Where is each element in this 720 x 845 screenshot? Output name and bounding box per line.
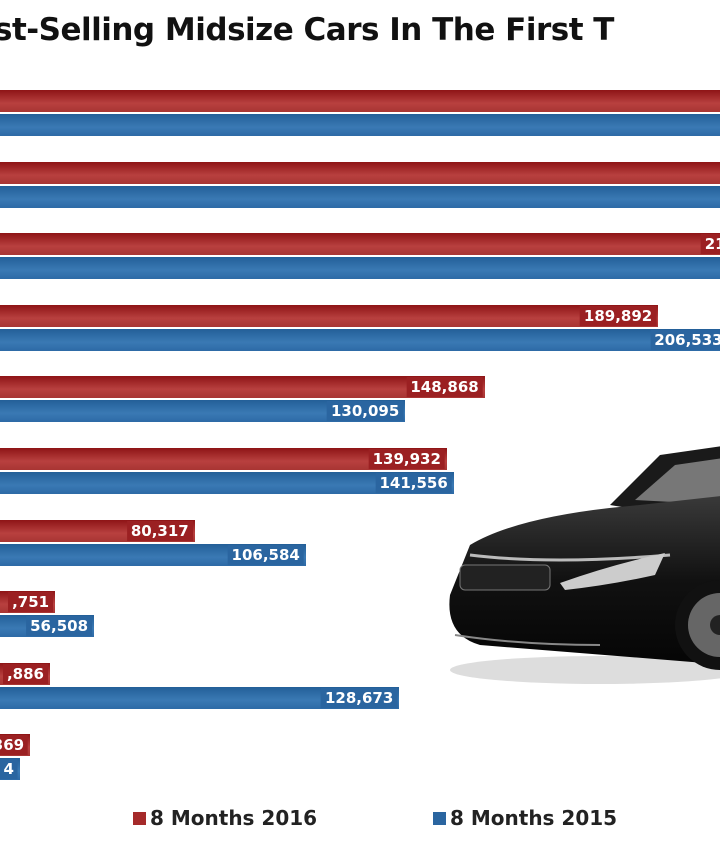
bar-blue-3 — [0, 257, 720, 280]
data-label: 80,317 — [126, 520, 193, 541]
data-label: 130,095 — [326, 401, 404, 422]
data-label: 141,556 — [375, 473, 452, 493]
data-label: ,751 — [8, 592, 54, 613]
bar-red-1 — [0, 90, 720, 112]
data-label: 139,932 — [368, 449, 445, 469]
data-label: 4 — [0, 759, 18, 780]
bar-red-4 — [0, 304, 659, 327]
data-label: 217 — [700, 234, 720, 255]
bar-red-2 — [0, 161, 720, 184]
legend-label: 8 Months 2015 — [450, 806, 618, 830]
bar-blue-4 — [0, 328, 720, 351]
legend-swatch-red — [133, 811, 146, 825]
bar-red-3 — [0, 233, 720, 256]
bar-blue-6 — [0, 472, 454, 494]
data-label: 56,508 — [26, 616, 93, 637]
data-label: ,886 — [2, 663, 48, 684]
data-label: 148,868 — [406, 377, 483, 398]
legend-swatch-blue — [433, 811, 446, 825]
legend-item-2016: 8 Months 2016 — [133, 806, 317, 830]
legend-item-2015: 8 Months 2015 — [433, 806, 617, 830]
bar-blue-1 — [0, 114, 720, 136]
chart-title: st-Selling Midsize Cars In The First T — [0, 12, 614, 48]
data-label: 128,673 — [320, 687, 398, 708]
bar-blue-5 — [0, 400, 406, 423]
data-label: 369 — [0, 735, 29, 756]
bar-red-6 — [0, 448, 447, 470]
data-label: 106,584 — [227, 544, 304, 565]
bar-blue-9 — [0, 686, 400, 709]
data-label: 206,533 — [650, 329, 720, 350]
data-label: 189,892 — [579, 305, 657, 326]
bar-red-5 — [0, 376, 485, 399]
bar-blue-2 — [0, 185, 720, 208]
car-image — [449, 446, 720, 684]
legend-label: 8 Months 2016 — [150, 806, 318, 830]
